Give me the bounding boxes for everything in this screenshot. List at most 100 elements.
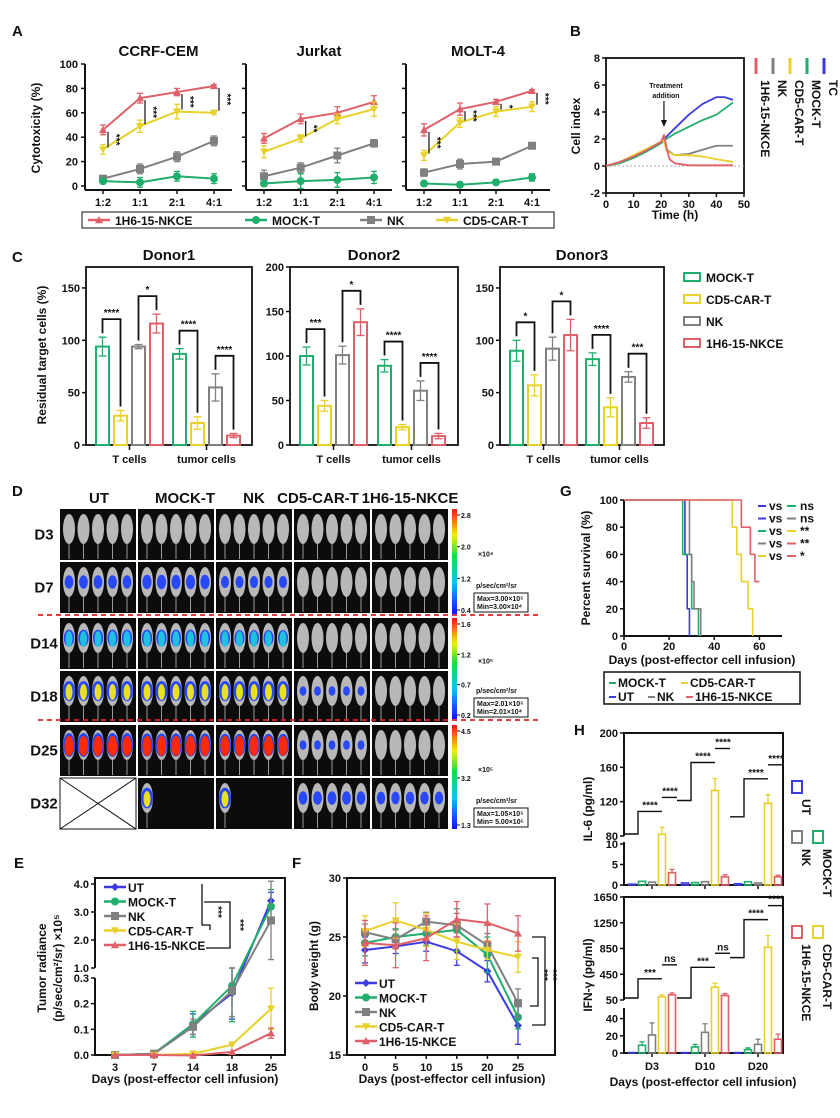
plot-frame [346,877,556,1056]
series-1h6-15-nkce [111,1027,275,1059]
bar-mock-t [509,349,524,446]
x-tick-label: tumor cells [177,454,236,466]
signal-core [279,631,287,647]
signal-core [265,684,272,700]
c-subplot-title: Donor2 [348,247,401,264]
scale-exponent: ×10⁵ [478,767,493,774]
signal-blob [342,791,351,805]
scale-exponent: ×10⁵ [478,658,493,665]
y-axis-label: Body weight (g) [307,921,321,1011]
significance-label: *** [431,137,442,149]
legend-marker [111,941,119,949]
y-axis-label: IL-6 (pg/ml) [581,777,595,842]
a-subplot-title: MOLT-4 [451,43,506,60]
error-bar [175,348,184,360]
image-cell [372,562,448,613]
mouse [433,514,445,544]
y-tick-label: 850 [600,944,618,956]
significance-bracket [383,340,404,421]
bar-mock-t [95,345,110,447]
y-tick-label: 100 [600,495,618,507]
a-subplot-title: CCRF-CEM [119,43,199,60]
y-tick-label: 200 [600,728,618,740]
legend-label-nk: NK [387,214,405,228]
data-point [492,178,500,187]
mouse [63,514,75,544]
signal-blob [313,791,322,805]
data-point [260,148,268,156]
data-point [99,125,107,134]
x-tick-label: 10 [627,199,639,211]
error-bar [356,308,365,337]
data-point [420,168,428,177]
signal-core [201,631,209,647]
signal-core [94,684,102,700]
series-line [423,105,533,157]
mouse [311,567,324,597]
mouse [277,514,289,544]
data-point [492,108,500,116]
scale-tick-label: 0.7 [461,683,471,690]
plot-frame [623,896,784,1054]
mouse [418,623,431,653]
data-point [333,115,342,123]
data-point [514,953,522,962]
x-axis-label: Days (post-effector cell infusion) [609,653,796,667]
bar-ut [627,883,637,886]
image-cell [294,778,370,829]
significance-bracket [730,778,768,818]
x-tick-label: 0 [603,199,609,211]
x-tick-label: 15 [451,1062,463,1074]
d-column-header: MOCK-T [155,490,215,507]
data-point [370,105,378,114]
signal-core [187,684,194,700]
error-bar [548,336,557,361]
significance-bracket [178,329,199,413]
y-tick-label: 100 [60,59,78,71]
image-cell [138,509,214,560]
bar-cd5-car-t [763,802,773,886]
mouse [404,730,416,760]
legend-label-1h6-15-nkce: 1H6-15-NKCE [706,337,783,351]
y-tick-label: 60 [606,549,618,561]
series-1h6-15-nkce [260,95,378,144]
significance-bracket [204,901,231,949]
significance-bracket [201,884,211,930]
y-tick-label: 50 [68,388,80,400]
y-tick-label: 1.0 [74,963,89,975]
bar-1h6-15-nkce [667,994,677,1054]
bar-cd5-car-t [657,995,667,1054]
panel-letter-b: B [570,23,581,40]
significance-bracket [591,333,612,394]
d-row-label: D3 [34,527,53,544]
error-bar [152,313,161,334]
series-line [423,144,533,174]
data-point [370,139,378,148]
y-tick-label: 40 [66,132,78,144]
series-cd5-car-t [260,101,378,159]
y-tick-label: 160 [600,762,618,774]
signal-hot [264,736,273,756]
data-point [452,938,461,946]
panel-letter-d: D [12,483,23,500]
data-point [422,934,431,942]
legend-label-nk: NK [379,1006,397,1020]
signal-blob [420,791,429,805]
error-bar [116,409,125,422]
significance-label: **** [715,737,731,748]
image-cell [59,777,137,830]
panel-letter-f: F [292,855,301,872]
h-subplot-il-6-pg-ml: 80 120 160 200 0 5 10 IL-6 (pg/ml) **** **** **** *… [581,728,784,892]
bar-1h6-15-nkce [720,994,730,1054]
legend-label-cd5-car-t: CD5-CAR-T [379,1021,445,1035]
signal-blob [314,740,321,750]
bar-cd5-car-t [763,946,773,1054]
legend-swatch [683,338,701,348]
y-tick-label: 5 [612,860,618,872]
mouse [326,567,338,597]
data-point [267,1005,275,1013]
y-tick-label: 120 [600,797,618,809]
d-column-header: NK [243,490,265,507]
y-tick-label: 80 [606,831,618,843]
error-bar [624,371,633,383]
